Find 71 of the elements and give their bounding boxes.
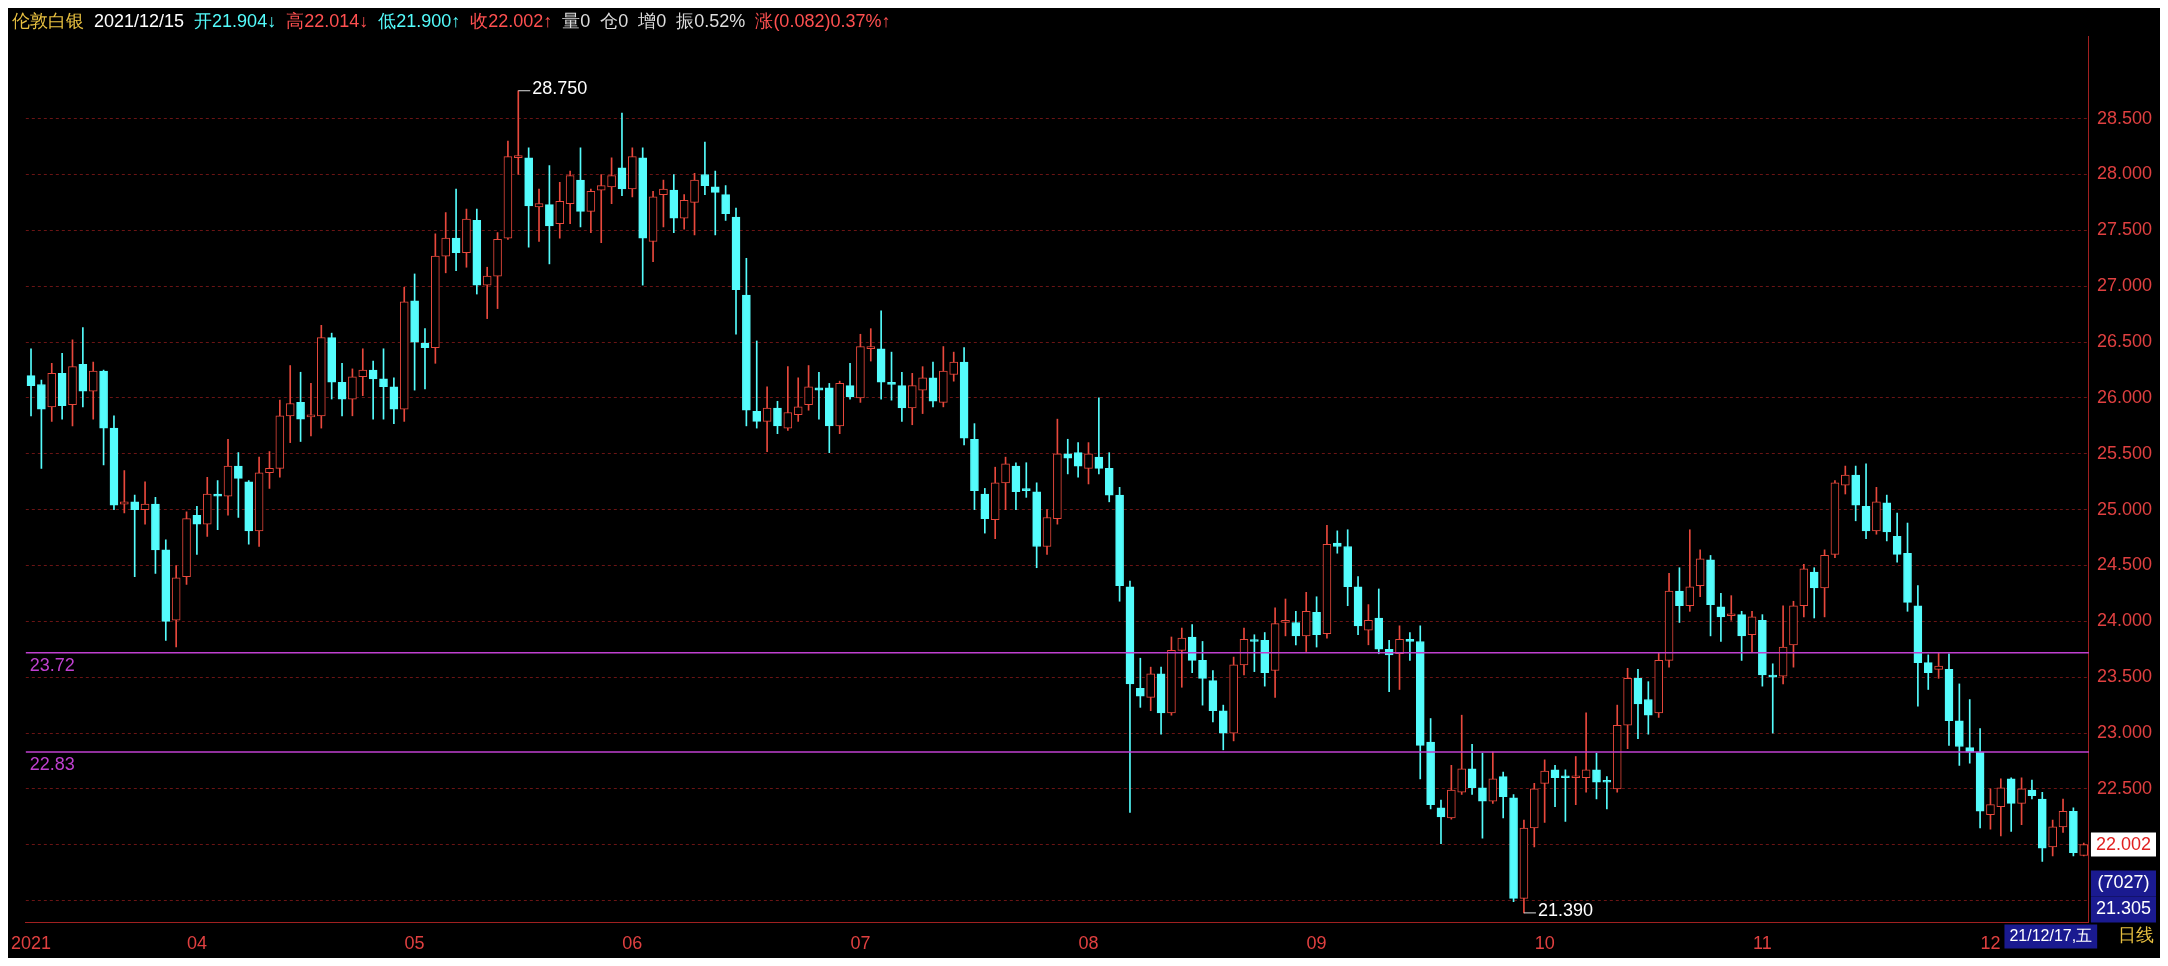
text: 21.305 bbox=[2095, 898, 2151, 919]
text: 涨(0.082)0.37%↑ bbox=[755, 10, 891, 31]
text: 仓0 bbox=[600, 10, 629, 31]
x-tick-label: 11 bbox=[1753, 933, 1772, 954]
text: 振0.52% bbox=[676, 10, 746, 31]
text: 21/12/17,五 bbox=[2009, 926, 2093, 944]
x-tick-label: 12 bbox=[1980, 933, 2001, 954]
candlestick bbox=[1063, 438, 1073, 475]
y-tick-label: 26.000 bbox=[2096, 386, 2153, 407]
candlestick bbox=[1094, 397, 1104, 475]
annotation: 28.750 bbox=[532, 77, 588, 98]
y-tick-label: 28.500 bbox=[2096, 107, 2153, 128]
y-tick-label: 24.500 bbox=[2096, 554, 2153, 575]
candlestick bbox=[130, 494, 140, 577]
y-tick-label: 25.500 bbox=[2096, 442, 2153, 463]
candlestick bbox=[1571, 756, 1581, 805]
annotation: 21.390 bbox=[1537, 899, 1593, 920]
text: 22.002 bbox=[2095, 833, 2151, 854]
y-tick-label: 24.000 bbox=[2096, 610, 2153, 631]
candlestick bbox=[752, 340, 762, 429]
x-tick-label: 10 bbox=[1534, 933, 1555, 954]
x-tick-label: 05 bbox=[404, 933, 425, 954]
candlestick bbox=[793, 377, 803, 422]
y-tick-label: 27.500 bbox=[2096, 219, 2153, 240]
text: (7027) bbox=[2097, 872, 2150, 893]
candlestick bbox=[1332, 530, 1342, 554]
text: 收22.002↑ bbox=[470, 10, 553, 31]
candlestick bbox=[1405, 632, 1415, 661]
text: 低21.900↑ bbox=[378, 10, 461, 31]
candlestick bbox=[1965, 699, 1975, 764]
candlestick bbox=[482, 266, 492, 319]
x-tick-label: 2021 bbox=[11, 933, 52, 954]
candlestick bbox=[866, 328, 876, 362]
x-tick-label: 04 bbox=[186, 933, 207, 954]
y-tick-label: 27.000 bbox=[2096, 275, 2153, 296]
y-tick-label: 28.000 bbox=[2096, 163, 2153, 184]
text: 开21.904↓ bbox=[194, 10, 277, 31]
candlestick bbox=[1685, 529, 1695, 612]
y-tick-label: 25.000 bbox=[2096, 498, 2153, 519]
candlestick bbox=[762, 386, 772, 452]
candlestick bbox=[1726, 595, 1736, 621]
candlestick bbox=[1716, 593, 1726, 642]
text: 伦敦白银 bbox=[12, 10, 84, 31]
candlestick bbox=[513, 90, 523, 175]
candlestick bbox=[710, 170, 720, 236]
y-tick-label: 23.000 bbox=[2096, 722, 2153, 743]
candlestick bbox=[1177, 627, 1187, 688]
candlestick bbox=[700, 141, 710, 195]
x-tick-label: 07 bbox=[850, 933, 871, 954]
candlestick bbox=[1021, 462, 1031, 498]
candlestick bbox=[26, 348, 36, 417]
x-tick-label: 09 bbox=[1306, 933, 1327, 954]
text: 增0 bbox=[637, 10, 667, 31]
y-tick-label: 22.500 bbox=[2096, 777, 2153, 798]
x-tick-label: 08 bbox=[1078, 933, 1099, 954]
candlestick bbox=[1602, 776, 1612, 810]
candlestick bbox=[120, 470, 129, 514]
text: 高22.014↓ bbox=[286, 10, 369, 31]
y-tick-label: 26.500 bbox=[2096, 331, 2153, 352]
candlestick bbox=[596, 174, 606, 243]
candlestick bbox=[285, 365, 295, 443]
y-tick-label: 23.500 bbox=[2096, 666, 2153, 687]
candlestick bbox=[534, 188, 544, 242]
ref-line-label: 22.83 bbox=[29, 754, 75, 775]
candlestick bbox=[1768, 663, 1778, 734]
text: 量0 bbox=[562, 10, 591, 31]
text: 日线 bbox=[2118, 925, 2154, 946]
ref-line-label: 23.72 bbox=[29, 654, 75, 675]
x-tick-label: 06 bbox=[622, 933, 643, 954]
text: 2021/12/15 bbox=[94, 10, 185, 31]
candlestick bbox=[358, 348, 368, 397]
